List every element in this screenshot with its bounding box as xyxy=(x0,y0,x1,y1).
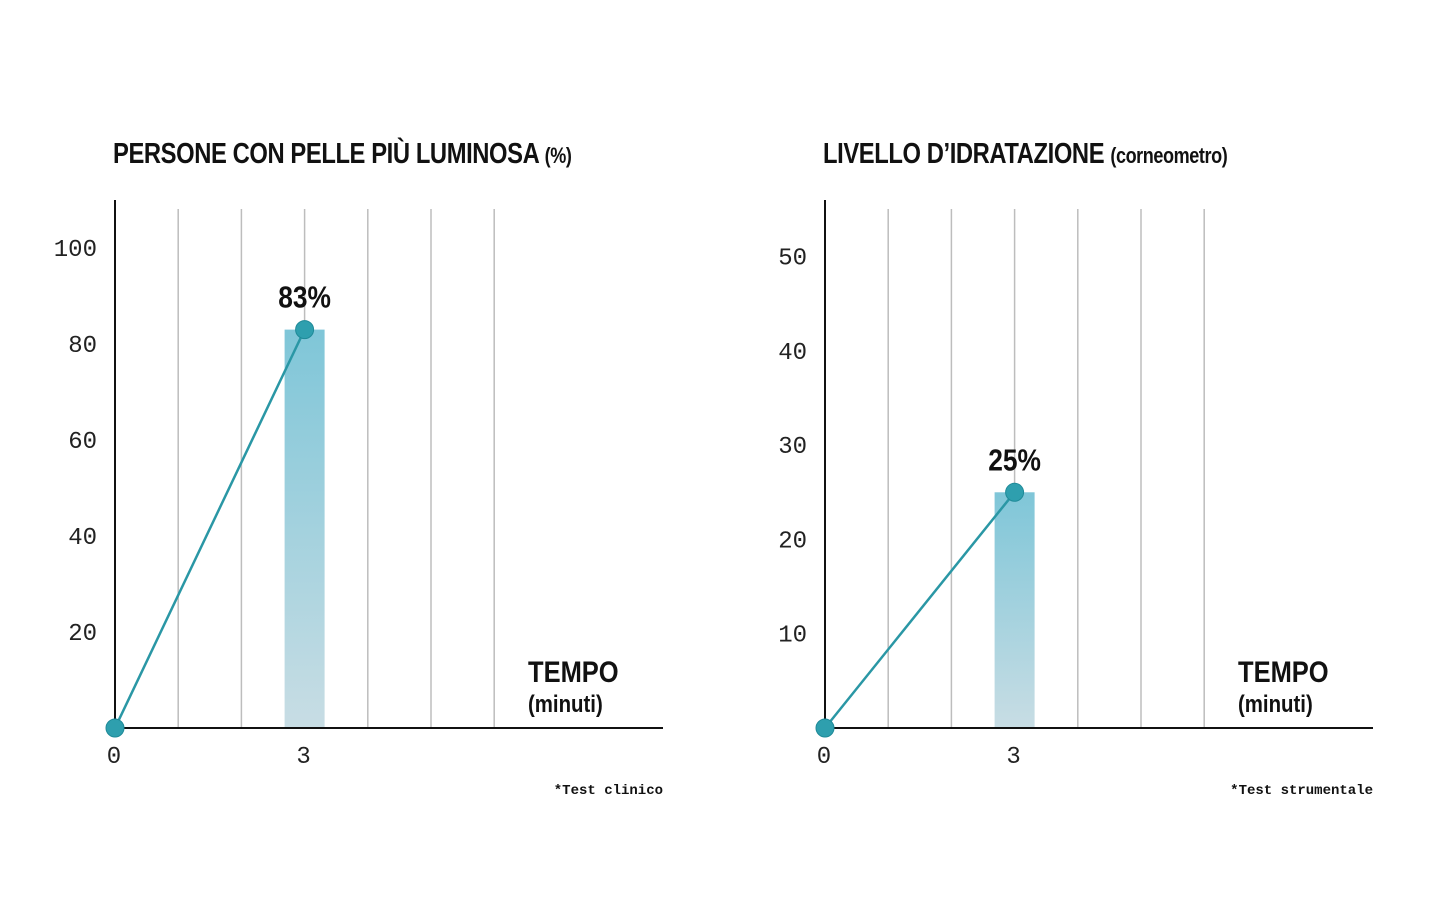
x-axis-unit: (minuti) xyxy=(1238,690,1313,717)
data-point xyxy=(815,718,835,738)
data-point xyxy=(1005,482,1025,502)
chart-title-text: LIVELLO D’IDRATAZIONE xyxy=(823,138,1105,170)
chart-title-unit: (corneometro) xyxy=(1110,143,1228,168)
x-axis-label: TEMPO xyxy=(1238,655,1329,688)
y-tick-label: 40 xyxy=(68,525,97,552)
chart-title-text: PERSONE CON PELLE PIÙ LUMINOSA xyxy=(113,138,539,170)
data-point xyxy=(295,320,315,340)
bar xyxy=(994,492,1035,728)
bar xyxy=(284,329,325,728)
chart-title: LIVELLO D’IDRATAZIONE (corneometro) xyxy=(823,138,1228,171)
x-tick-label: 3 xyxy=(1006,744,1020,771)
x-tick-label: 3 xyxy=(296,744,310,771)
series-line xyxy=(113,329,306,729)
y-tick-label: 60 xyxy=(68,429,97,456)
y-tick-label: 20 xyxy=(68,621,97,648)
chart-title: PERSONE CON PELLE PIÙ LUMINOSA (%) xyxy=(113,138,572,171)
x-axis-unit: (minuti) xyxy=(528,690,603,717)
chart-panel-hydration: LIVELLO D’IDRATAZIONE (corneometro) 10 20… xyxy=(710,0,1430,900)
data-point xyxy=(105,718,125,738)
y-tick-label: 40 xyxy=(778,340,807,367)
y-tick-label: 80 xyxy=(68,333,97,360)
footnote: *Test clinico xyxy=(554,783,663,799)
footnote: *Test strumentale xyxy=(1230,783,1373,799)
data-label: 25% xyxy=(988,443,1041,477)
x-tick-label: 0 xyxy=(107,744,121,771)
y-tick-label: 100 xyxy=(54,237,97,264)
y-tick-label: 50 xyxy=(778,246,807,273)
chart-panel-brightness: PERSONE CON PELLE PIÙ LUMINOSA (%) 20 40 6… xyxy=(54,138,663,799)
y-tick-label: 20 xyxy=(778,528,807,555)
y-tick-label: 30 xyxy=(778,434,807,461)
x-tick-label: 0 xyxy=(817,744,831,771)
y-tick-label: 10 xyxy=(778,623,807,650)
chart-plot: 10 20 30 40 50 0 3 25% TEMPO(minuti) *Test strume… xyxy=(778,200,1373,799)
x-axis-label: TEMPO xyxy=(528,655,619,688)
data-label: 83% xyxy=(278,281,331,315)
series-line xyxy=(824,491,1016,729)
chart-plot: 20 40 60 80 100 0 3 83% TEMPO(minuti) *Test clini… xyxy=(54,200,663,799)
chart-title-unit: (%) xyxy=(544,143,572,168)
